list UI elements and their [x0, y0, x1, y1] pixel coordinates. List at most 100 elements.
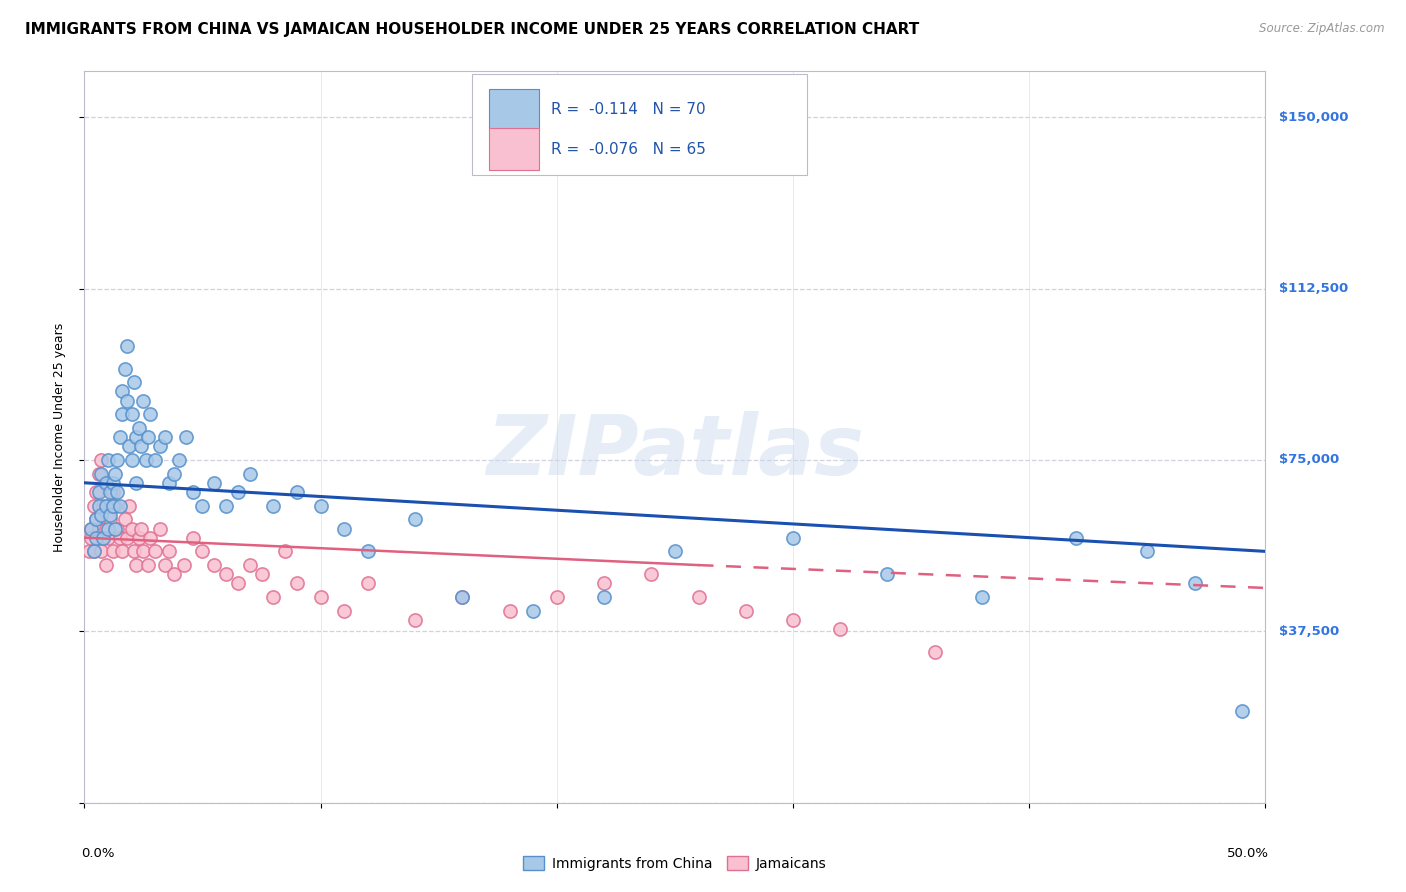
Point: [546, 590, 568, 604]
Point: [153, 558, 176, 573]
Point: [202, 558, 225, 573]
Point: [84, 512, 107, 526]
Point: [118, 499, 141, 513]
Point: [107, 521, 129, 535]
Point: [226, 484, 249, 499]
Legend: Immigrants from China, Jamaicans: Immigrants from China, Jamaicans: [517, 850, 832, 876]
Point: [173, 558, 195, 573]
Point: [104, 521, 127, 535]
Point: [107, 453, 129, 467]
Point: [91, 531, 114, 545]
Text: R =  -0.076   N = 65: R = -0.076 N = 65: [551, 142, 706, 157]
Text: $112,500: $112,500: [1279, 282, 1348, 295]
Point: [1184, 576, 1206, 591]
Point: [285, 484, 308, 499]
Point: [80, 521, 103, 535]
Point: [94, 521, 117, 535]
Point: [90, 467, 112, 481]
Point: [111, 407, 134, 421]
Point: [90, 508, 112, 522]
Point: [664, 544, 686, 558]
Point: [107, 484, 129, 499]
Point: [115, 531, 138, 545]
Point: [77, 544, 100, 558]
Point: [97, 499, 120, 513]
Point: [782, 531, 804, 545]
Point: [136, 430, 159, 444]
Point: [101, 544, 124, 558]
Point: [115, 338, 138, 352]
Point: [90, 544, 112, 558]
Text: ZIPatlas: ZIPatlas: [486, 411, 863, 492]
Point: [111, 384, 134, 399]
Point: [125, 558, 148, 573]
Point: [135, 453, 157, 467]
Point: [94, 558, 117, 573]
Point: [129, 521, 152, 535]
Point: [132, 393, 155, 408]
Point: [688, 590, 710, 604]
Point: [404, 613, 426, 627]
Point: [181, 484, 204, 499]
Point: [357, 544, 380, 558]
Point: [132, 544, 155, 558]
Point: [87, 467, 110, 481]
Point: [215, 499, 238, 513]
Point: [97, 531, 120, 545]
Point: [136, 558, 159, 573]
Point: [101, 475, 124, 490]
Point: [104, 499, 127, 513]
Point: [111, 544, 134, 558]
Text: Source: ZipAtlas.com: Source: ZipAtlas.com: [1260, 22, 1385, 36]
Point: [128, 531, 150, 545]
Point: [174, 430, 197, 444]
Point: [87, 499, 110, 513]
Point: [333, 604, 356, 618]
Point: [84, 512, 107, 526]
Text: 50.0%: 50.0%: [1227, 847, 1270, 860]
Point: [104, 467, 127, 481]
Point: [114, 512, 136, 526]
Point: [404, 512, 426, 526]
Text: $37,500: $37,500: [1279, 625, 1340, 638]
Point: [239, 558, 262, 573]
Point: [108, 531, 131, 545]
Point: [121, 521, 143, 535]
Point: [97, 453, 120, 467]
Point: [129, 439, 152, 453]
Point: [94, 475, 117, 490]
Point: [83, 499, 105, 513]
Y-axis label: Householder Income Under 25 years: Householder Income Under 25 years: [53, 322, 66, 552]
Point: [522, 604, 544, 618]
Point: [122, 544, 145, 558]
Point: [202, 475, 225, 490]
Point: [94, 499, 117, 513]
Point: [262, 499, 284, 513]
Point: [149, 521, 172, 535]
Point: [128, 421, 150, 435]
Point: [498, 604, 520, 618]
Point: [125, 475, 148, 490]
Point: [734, 604, 756, 618]
Point: [1230, 705, 1253, 719]
Point: [333, 521, 356, 535]
Point: [239, 467, 262, 481]
Point: [98, 512, 121, 526]
Point: [285, 576, 308, 591]
Point: [167, 453, 190, 467]
Text: IMMIGRANTS FROM CHINA VS JAMAICAN HOUSEHOLDER INCOME UNDER 25 YEARS CORRELATION : IMMIGRANTS FROM CHINA VS JAMAICAN HOUSEH…: [25, 22, 920, 37]
Point: [262, 590, 284, 604]
Point: [250, 567, 273, 582]
Point: [143, 453, 166, 467]
Point: [924, 645, 946, 659]
Point: [1066, 531, 1088, 545]
Text: 0.0%: 0.0%: [80, 847, 114, 860]
Point: [98, 508, 121, 522]
Point: [121, 407, 143, 421]
Point: [84, 531, 107, 545]
Point: [157, 475, 180, 490]
Point: [309, 590, 332, 604]
Point: [101, 484, 124, 499]
Point: [91, 499, 114, 513]
Point: [191, 544, 214, 558]
